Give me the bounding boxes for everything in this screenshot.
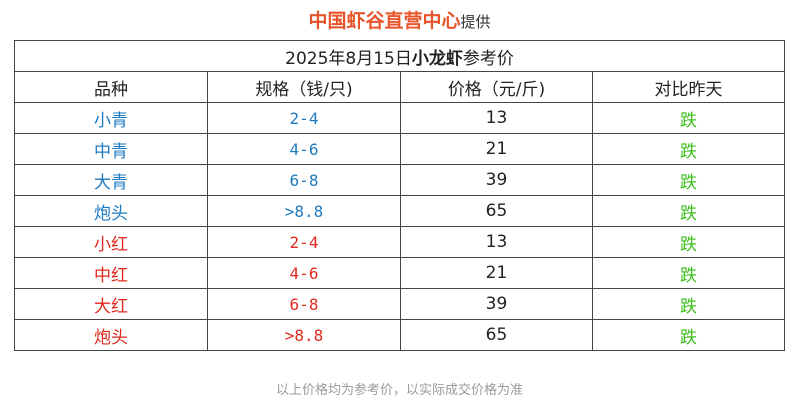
- spec-cell: 2-4: [207, 102, 401, 134]
- price-cell: 65: [400, 319, 593, 351]
- table-title: 2025年8月15日小龙虾参考价: [13, 40, 786, 72]
- price-cell: 39: [400, 164, 593, 196]
- spec-cell: 6-8: [207, 164, 401, 196]
- title-date: 2025年8月15日: [285, 48, 412, 69]
- column-header-change: 对比昨天: [591, 71, 786, 103]
- table-row: 中红 4-6 21 跌: [14, 257, 786, 289]
- variety-cell: 中青: [14, 133, 208, 165]
- change-cell: 跌: [591, 288, 786, 320]
- provided-label: 提供: [460, 13, 491, 31]
- variety-cell: 小红: [14, 226, 208, 258]
- title-product: 小龙虾: [411, 48, 463, 69]
- price-table: 2025年8月15日小龙虾参考价 品种 规格（钱/只) 价格（元/斤) 对比昨天…: [13, 40, 786, 351]
- change-cell: 跌: [591, 102, 786, 134]
- table-title-row: 2025年8月15日小龙虾参考价: [13, 40, 786, 72]
- price-cell: 21: [400, 257, 593, 289]
- spec-cell: 4-6: [207, 133, 401, 165]
- change-cell: 跌: [591, 319, 786, 351]
- variety-cell: 大红: [14, 288, 208, 320]
- table-row: 炮头 >8.8 65 跌: [14, 195, 786, 227]
- change-cell: 跌: [591, 133, 786, 165]
- title-suffix: 参考价: [462, 48, 514, 69]
- price-cell: 39: [400, 288, 593, 320]
- change-cell: 跌: [591, 195, 786, 227]
- spec-cell: >8.8: [207, 319, 401, 351]
- price-cell: 13: [400, 102, 593, 134]
- brand-name: 中国虾谷直营中心: [308, 10, 461, 32]
- spec-cell: >8.8: [207, 195, 401, 227]
- variety-cell: 中红: [14, 257, 208, 289]
- page-header: 中国虾谷直营中心提供: [0, 6, 799, 36]
- column-header-price: 价格（元/斤): [400, 71, 593, 103]
- column-header-spec: 规格（钱/只): [207, 71, 401, 103]
- table-row: 大红 6-8 39 跌: [14, 288, 786, 320]
- column-header-variety: 品种: [14, 71, 208, 103]
- variety-cell: 大青: [14, 164, 208, 196]
- change-cell: 跌: [591, 226, 786, 258]
- table-row: 中青 4-6 21 跌: [14, 133, 786, 165]
- price-cell: 13: [400, 226, 593, 258]
- spec-cell: 6-8: [207, 288, 401, 320]
- table-row: 小青 2-4 13 跌: [14, 102, 786, 134]
- price-cell: 21: [400, 133, 593, 165]
- table-row: 炮头 >8.8 65 跌: [14, 319, 786, 351]
- table-row: 大青 6-8 39 跌: [14, 164, 786, 196]
- footer-note: 以上价格均为参考价，以实际成交价格为准: [275, 383, 523, 398]
- table-row: 小红 2-4 13 跌: [14, 226, 786, 258]
- variety-cell: 炮头: [14, 195, 208, 227]
- spec-cell: 2-4: [207, 226, 401, 258]
- variety-cell: 炮头: [14, 319, 208, 351]
- table-header-row: 品种 规格（钱/只) 价格（元/斤) 对比昨天: [14, 71, 786, 103]
- spec-cell: 4-6: [207, 257, 401, 289]
- change-cell: 跌: [591, 257, 786, 289]
- variety-cell: 小青: [14, 102, 208, 134]
- change-cell: 跌: [591, 164, 786, 196]
- price-cell: 65: [400, 195, 593, 227]
